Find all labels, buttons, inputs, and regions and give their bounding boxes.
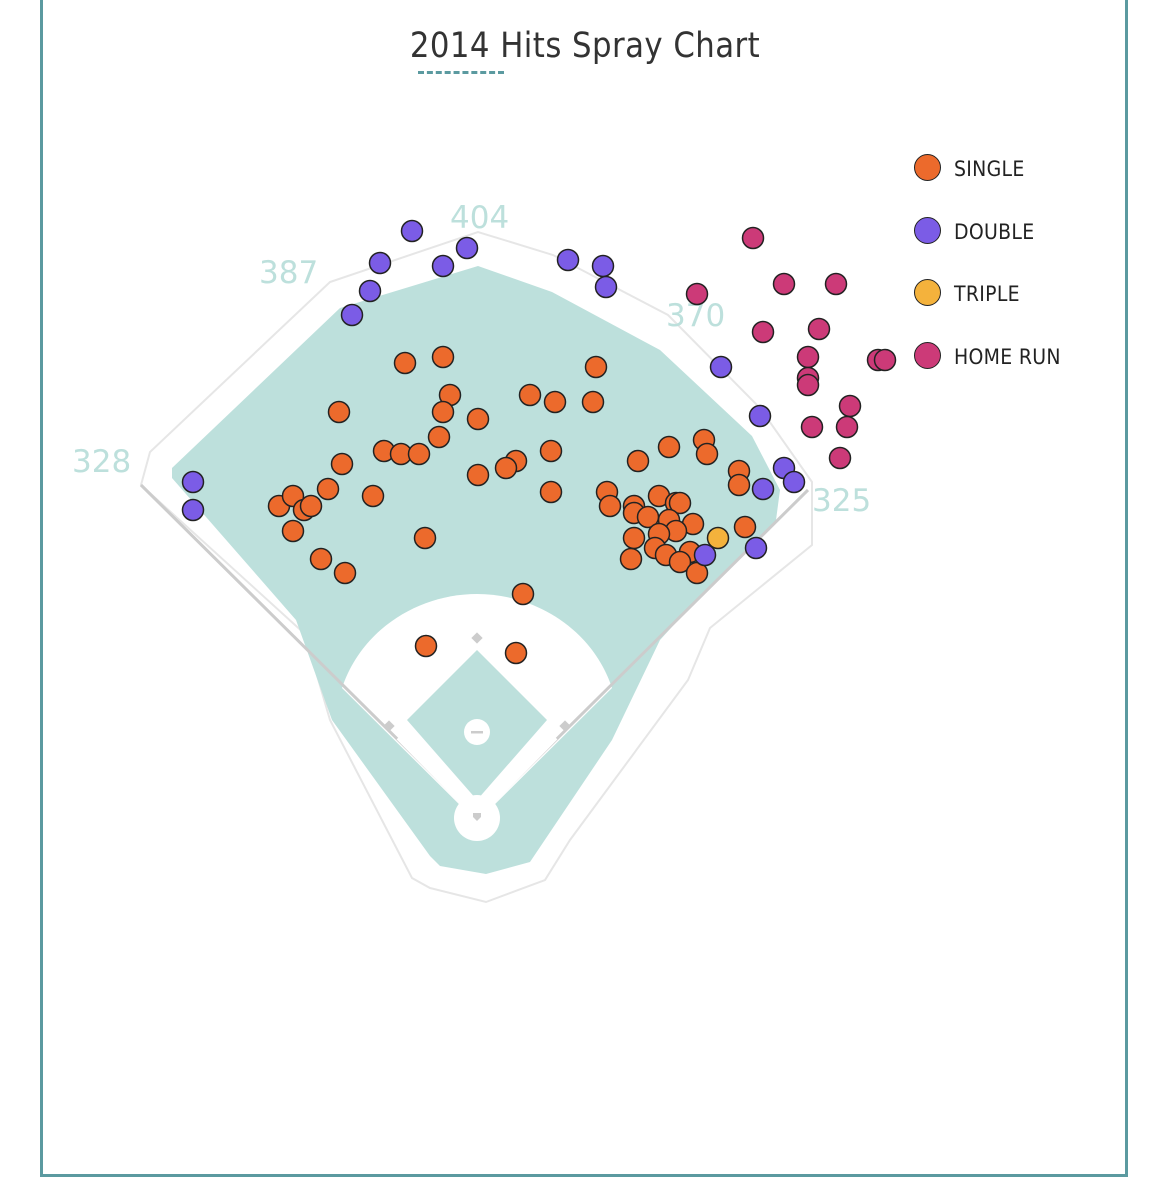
legend-label-single: SINGLE <box>954 157 1025 181</box>
warning-track <box>139 230 813 904</box>
hit-double-16[interactable] <box>693 543 717 567</box>
hit-double-4[interactable] <box>556 248 580 272</box>
third-base <box>383 720 395 732</box>
legend-label-triple: TRIPLE <box>954 282 1020 306</box>
hit-single-3[interactable] <box>518 383 542 407</box>
hit-double-7[interactable] <box>358 279 382 303</box>
hit-home-run-6[interactable] <box>796 345 820 369</box>
legend-label-home-run: HOME RUN <box>954 344 1061 369</box>
legend-label-double: DOUBLE <box>954 219 1035 244</box>
hit-single-21[interactable] <box>626 449 650 473</box>
legend-item-home-run[interactable]: HOME RUN <box>914 338 1061 401</box>
hit-single-19[interactable] <box>657 435 681 459</box>
hit-double-12[interactable] <box>782 470 806 494</box>
hit-single-13[interactable] <box>407 442 431 466</box>
hit-single-54[interactable] <box>333 561 357 585</box>
legend-swatch-triple <box>914 279 941 306</box>
legend: SINGLE DOUBLE TRIPLE HOME RUN <box>914 150 1061 400</box>
hit-double-1[interactable] <box>455 236 479 260</box>
hit-home-run-13[interactable] <box>835 415 859 439</box>
hit-double-0[interactable] <box>400 219 424 243</box>
hit-home-run-2[interactable] <box>772 272 796 296</box>
hit-home-run-1[interactable] <box>685 282 709 306</box>
hit-single-4[interactable] <box>543 390 567 414</box>
hit-single-17[interactable] <box>494 456 518 480</box>
hit-home-run-11[interactable] <box>838 394 862 418</box>
distance-label-right-line: 325 <box>812 483 871 519</box>
second-base <box>471 632 483 644</box>
hit-single-53[interactable] <box>309 547 333 571</box>
hit-home-run-5[interactable] <box>807 317 831 341</box>
hit-single-18[interactable] <box>466 463 490 487</box>
home-plate <box>473 813 481 821</box>
hit-home-run-3[interactable] <box>824 272 848 296</box>
legend-swatch-single <box>914 154 941 181</box>
hit-single-57[interactable] <box>414 634 438 658</box>
hit-single-26[interactable] <box>361 484 385 508</box>
hit-single-5[interactable] <box>581 390 605 414</box>
distance-label-left-line: 328 <box>72 444 131 480</box>
hit-double-8[interactable] <box>340 303 364 327</box>
hit-single-51[interactable] <box>619 547 643 571</box>
hit-single-7[interactable] <box>431 400 455 424</box>
hit-single-42[interactable] <box>281 519 305 543</box>
hit-single-45[interactable] <box>622 526 646 550</box>
hit-single-1[interactable] <box>431 345 455 369</box>
hit-single-15[interactable] <box>539 439 563 463</box>
legend-swatch-double <box>914 216 941 244</box>
outfield-grass <box>172 266 780 874</box>
hit-double-5[interactable] <box>591 254 615 278</box>
legend-swatch-home-run <box>914 341 941 369</box>
hit-home-run-12[interactable] <box>800 415 824 439</box>
hit-single-37[interactable] <box>668 491 692 515</box>
hit-double-2[interactable] <box>368 251 392 275</box>
hit-single-58[interactable] <box>504 641 528 665</box>
title-underline <box>418 71 504 74</box>
hit-single-47[interactable] <box>733 515 757 539</box>
hit-single-56[interactable] <box>511 582 535 606</box>
first-base <box>559 720 571 732</box>
hit-single-46[interactable] <box>413 526 437 550</box>
hit-home-run-10[interactable] <box>796 373 820 397</box>
hit-double-3[interactable] <box>431 254 455 278</box>
ballpark-outline <box>139 230 813 904</box>
hit-single-22[interactable] <box>695 442 719 466</box>
hit-triple-0[interactable] <box>706 526 730 550</box>
distance-labels: 328 387 404 370 325 <box>72 200 871 519</box>
hit-home-run-14[interactable] <box>828 446 852 470</box>
hit-single-25[interactable] <box>316 477 340 501</box>
chart-title: 2014 Hits Spray Chart <box>409 26 761 66</box>
hit-double-10[interactable] <box>748 404 772 428</box>
hit-home-run-4[interactable] <box>751 320 775 344</box>
hit-single-10[interactable] <box>427 425 451 449</box>
hit-double-15[interactable] <box>181 498 205 522</box>
hit-home-run-0[interactable] <box>741 226 765 250</box>
hit-single-0[interactable] <box>393 351 417 375</box>
hit-single-14[interactable] <box>330 452 354 476</box>
hit-double-9[interactable] <box>709 355 733 379</box>
distance-label-left-center: 387 <box>259 255 318 291</box>
legend-item-triple[interactable]: TRIPLE <box>914 275 1061 338</box>
hit-single-24[interactable] <box>727 473 751 497</box>
hit-single-33[interactable] <box>598 494 622 518</box>
hit-single-52[interactable] <box>668 550 692 574</box>
hit-single-8[interactable] <box>466 407 490 431</box>
hit-double-17[interactable] <box>744 536 768 560</box>
legend-item-double[interactable]: DOUBLE <box>914 213 1061 276</box>
hit-single-9[interactable] <box>327 400 351 424</box>
hit-double-14[interactable] <box>181 470 205 494</box>
hit-single-2[interactable] <box>584 355 608 379</box>
hit-home-run-8[interactable] <box>873 348 897 372</box>
hit-double-6[interactable] <box>594 275 618 299</box>
hit-markers <box>181 219 897 665</box>
hit-single-32[interactable] <box>299 494 323 518</box>
hit-single-27[interactable] <box>539 480 563 504</box>
legend-item-single[interactable]: SINGLE <box>914 150 1061 213</box>
distance-label-center: 404 <box>450 200 509 236</box>
pitchers-rubber <box>471 731 483 734</box>
hit-double-13[interactable] <box>751 477 775 501</box>
